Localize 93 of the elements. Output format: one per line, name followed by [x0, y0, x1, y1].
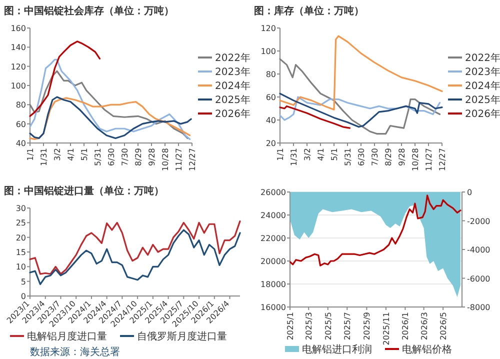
x-tick-label: 6/30 — [357, 148, 366, 166]
x-tick-label: 2026/1 — [401, 312, 410, 340]
y-tick-label: 30 — [16, 204, 26, 213]
chart-title: 图：库存（单位：万吨） — [254, 5, 364, 17]
y-tick-label: 100 — [260, 47, 276, 56]
y-tick-label: 25 — [16, 218, 26, 228]
y-tick-label: 5 — [20, 277, 26, 286]
line-series — [279, 105, 351, 129]
legend-label: 2023年 — [465, 66, 500, 78]
x-tick-label: 7/30 — [370, 148, 380, 166]
y-tick-label: 140 — [10, 43, 26, 52]
y-tick-label: 26000 — [260, 188, 286, 197]
x-tick-label: 2025/9 — [362, 312, 372, 340]
y-tick-label: 120 — [260, 24, 276, 33]
line-series — [279, 92, 443, 128]
y-tick-label: 20 — [16, 233, 26, 242]
legend-label: 2026年 — [465, 108, 500, 120]
x-tick-label: 10/28 — [161, 148, 170, 172]
source-note: 数据来源：海关总署 — [30, 346, 120, 358]
x-tick-label: 1/31 — [290, 148, 298, 166]
line-series — [290, 194, 462, 266]
y2-tick-label: -6000 — [467, 274, 490, 284]
x-tick-label: 9/28 — [148, 148, 156, 166]
y-tick-label: 16000 — [260, 303, 286, 312]
x-tick-label: 3/2 — [53, 148, 62, 161]
x-tick-label: 6/30 — [107, 148, 116, 166]
x-tick-label: 11/27 — [424, 148, 434, 172]
x-tick-label: 5/31 — [344, 148, 352, 166]
x-tick-label: 12/27 — [188, 148, 197, 172]
line-series — [29, 40, 101, 117]
x-tick-label: 4/1 — [66, 148, 76, 161]
line-series — [29, 220, 241, 275]
legend-label: 2024年 — [215, 80, 250, 92]
legend-label: 2023年 — [215, 66, 250, 78]
y2-tick-label: 0 — [467, 188, 472, 197]
x-tick-label: 1/1 — [26, 148, 35, 161]
x-tick-label: 2025/5 — [324, 312, 333, 340]
y-tick-label: 80 — [266, 70, 276, 79]
legend-label: 电解铝价格 — [402, 344, 452, 356]
x-tick-label: 8/29 — [384, 148, 393, 166]
legend-label: 2022年 — [465, 52, 500, 64]
y-tick-label: 24000 — [260, 211, 286, 220]
y-tick-label: 15 — [16, 248, 26, 257]
x-tick-label: 10/28 — [411, 148, 420, 172]
x-tick-label: 12/27 — [438, 148, 447, 172]
x-tick-label: 5/31 — [94, 148, 102, 166]
legend-label: 2024年 — [465, 80, 500, 92]
y2-tick-label: -4000 — [467, 246, 490, 254]
x-tick-label: 2025/3 — [304, 312, 314, 340]
chart-title: 图：中国铝锭进口量（单位：万吨） — [4, 185, 164, 197]
x-tick-label: 3/2 — [303, 148, 312, 161]
x-tick-label: 2025/11 — [382, 312, 391, 346]
x-tick-label: 4/1 — [316, 148, 326, 161]
legend-label: 电解铝月度进口量 — [27, 330, 107, 342]
legend-label: 2022年 — [215, 52, 250, 64]
y-tick-label: 22000 — [260, 234, 286, 243]
y-tick-label: 20 — [266, 139, 276, 148]
y-tick-label: 18000 — [260, 280, 286, 289]
x-tick-label: 2025/1 — [286, 312, 295, 340]
y-tick-label: 40 — [266, 116, 276, 125]
x-tick-label: 1/31 — [40, 148, 48, 166]
x-tick-label: 5/1 — [330, 148, 339, 161]
legend-label: 2025年 — [215, 94, 250, 106]
y-tick-label: 100 — [10, 82, 26, 90]
legend-label: 2026年 — [215, 108, 250, 120]
x-tick-label: 11/27 — [174, 148, 184, 172]
line-series — [29, 58, 191, 140]
y-tick-label: 60 — [16, 120, 26, 129]
y-tick-label: 10 — [16, 262, 26, 272]
y2-tick-label: -2000 — [467, 216, 490, 226]
y-tick-label: 120 — [10, 62, 26, 72]
y-tick-label: 60 — [266, 93, 276, 102]
x-tick-label: 1/1 — [276, 148, 285, 161]
y2-tick-label: -8000 — [467, 303, 490, 312]
legend-label: 电解铝进口利润 — [302, 344, 372, 356]
y-tick-label: 0 — [20, 292, 26, 301]
x-tick-label: 8/29 — [134, 148, 143, 166]
x-tick-label: 9/28 — [398, 148, 406, 166]
y-tick-label: 20000 — [260, 257, 286, 266]
y-tick-label: 160 — [10, 24, 26, 33]
x-tick-label: 2025/7 — [343, 312, 352, 340]
x-tick-label: 2026/5 — [439, 312, 448, 340]
legend-label: 2025年 — [465, 94, 500, 106]
line-series — [279, 35, 443, 110]
line-series — [279, 96, 441, 121]
line-series — [29, 229, 241, 286]
y-tick-label: 40 — [16, 139, 26, 148]
chart-title: 图：中国铝锭社会库存（单位：万吨） — [4, 5, 174, 17]
legend-label: 自俄罗斯月度进口量 — [137, 330, 227, 342]
x-tick-label: 7/30 — [120, 148, 130, 166]
x-tick-label: 5/1 — [80, 148, 89, 161]
x-tick-label: 2026/3 — [420, 312, 429, 340]
y-tick-label: 80 — [16, 100, 26, 110]
